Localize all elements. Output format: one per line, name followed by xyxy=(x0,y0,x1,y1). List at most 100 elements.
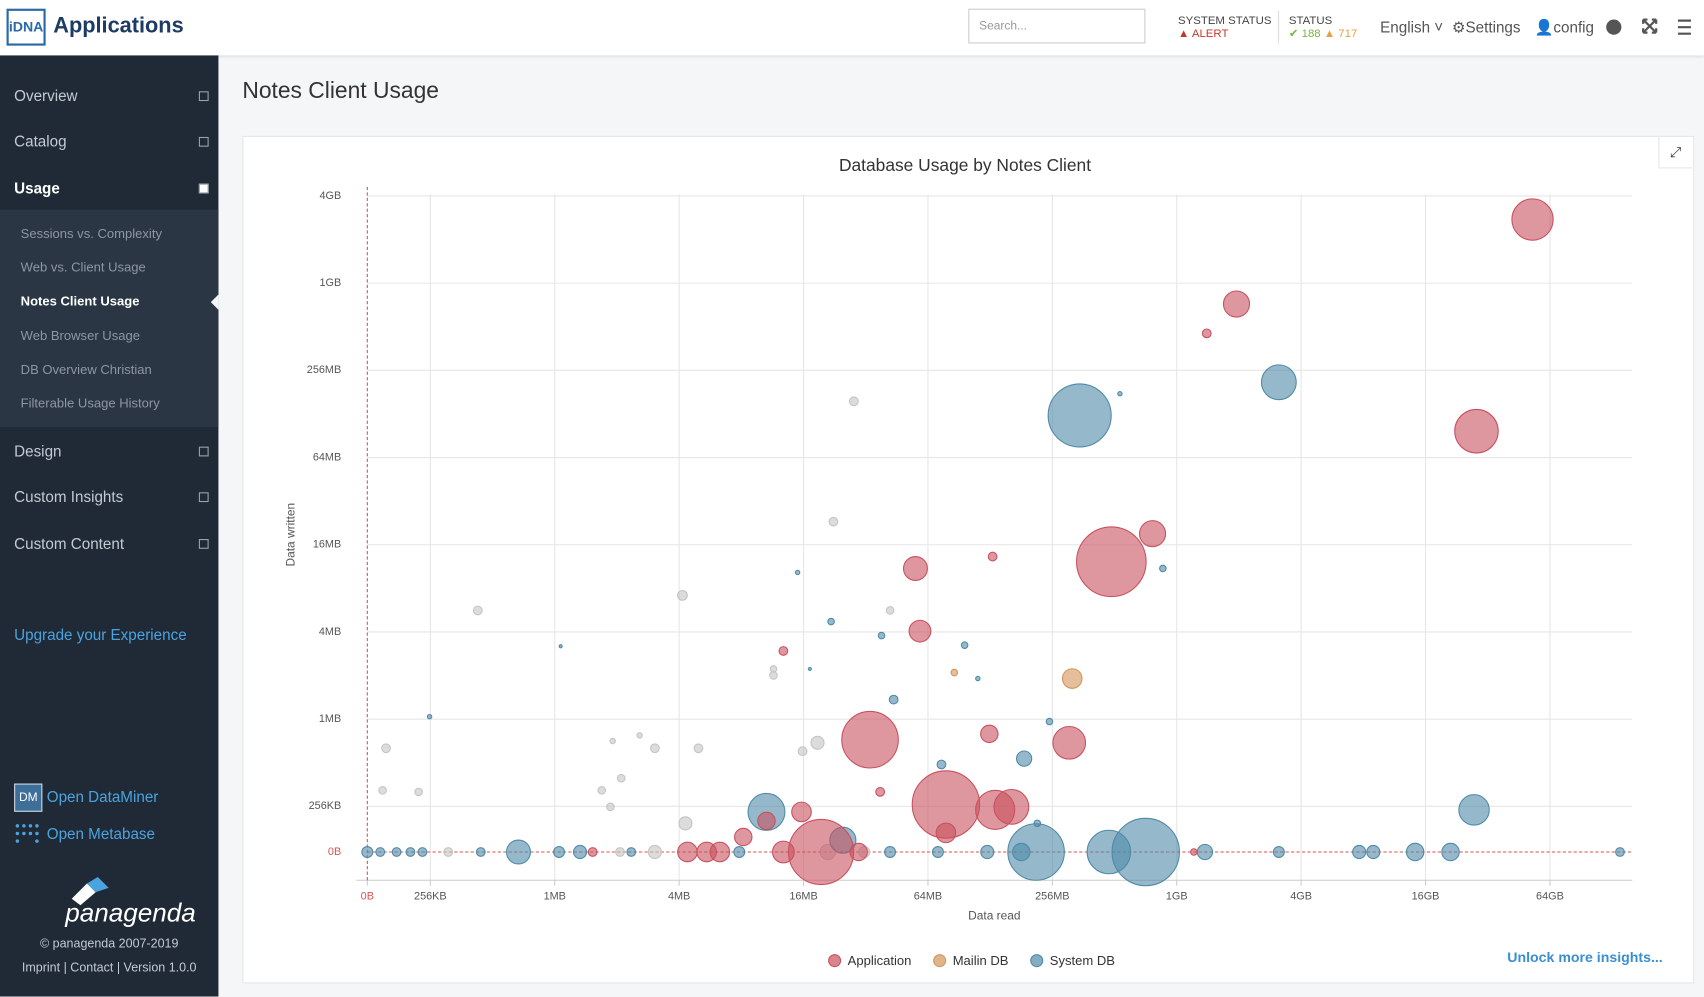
bubble xyxy=(1615,847,1625,857)
bubble xyxy=(848,396,859,407)
x-tick-label: 256KB xyxy=(414,890,447,902)
open-metabase[interactable]: Open Metabase xyxy=(46,824,155,843)
user[interactable]: 👤config xyxy=(1534,18,1595,36)
x-tick-label: 64MB xyxy=(914,890,942,902)
bubble xyxy=(980,844,995,860)
nav-item[interactable]: Custom Insights xyxy=(14,488,124,506)
bubble xyxy=(1272,846,1285,858)
nav-toggle-icon[interactable] xyxy=(198,446,209,457)
alert-text: ALERT xyxy=(1191,27,1229,41)
logo[interactable]: iDNA xyxy=(6,8,46,46)
bubble xyxy=(888,694,899,705)
submenu-item[interactable]: DB Overview Christian xyxy=(20,361,152,377)
bubble xyxy=(807,666,812,671)
submenu-item[interactable]: Notes Client Usage xyxy=(20,293,140,310)
nav-toggle-icon[interactable] xyxy=(198,137,209,148)
chart-card: ⤢ Unlock more insights... xyxy=(242,135,1695,984)
bubble xyxy=(980,724,999,744)
bubble xyxy=(426,713,433,720)
status-counts[interactable]: ✔ 188 ▲ 717 xyxy=(1288,27,1358,41)
nav-item[interactable]: Usage xyxy=(14,178,60,197)
bubble xyxy=(1366,844,1381,860)
bubble xyxy=(606,802,615,812)
x-tick-label: 0B xyxy=(361,890,374,902)
bubble xyxy=(1117,391,1123,397)
unlock-link[interactable]: Unlock more insights... xyxy=(1507,948,1663,966)
submenu-item[interactable]: Sessions vs. Complexity xyxy=(20,226,162,242)
submenu-item[interactable]: Web vs. Client Usage xyxy=(20,259,146,276)
bubble xyxy=(810,735,825,750)
x-tick-label: 4MB xyxy=(668,890,690,902)
bubble xyxy=(381,743,391,754)
expand-button[interactable]: ⤢ xyxy=(1658,136,1693,169)
page-title: Notes Client Usage xyxy=(242,78,439,104)
submenu-item[interactable]: Web Browser Usage xyxy=(20,327,141,343)
bubble xyxy=(558,644,563,649)
bubble xyxy=(587,847,598,857)
bubble xyxy=(733,846,746,858)
bubble xyxy=(791,801,812,823)
open-dataminer[interactable]: Open DataMiner xyxy=(46,787,159,806)
bubble xyxy=(1007,823,1065,881)
copyright: © panagenda 2007-2019 xyxy=(39,937,179,951)
bubble xyxy=(361,846,374,858)
language-text: English xyxy=(1380,18,1431,36)
bubble xyxy=(794,569,801,576)
bubble xyxy=(828,516,839,527)
bubble xyxy=(875,786,886,797)
upgrade-link[interactable]: Upgrade your Experience xyxy=(14,625,187,644)
nav-toggle-icon[interactable] xyxy=(198,492,209,503)
bubble xyxy=(1222,290,1251,318)
bubble xyxy=(975,675,981,682)
bubble xyxy=(647,844,662,860)
y-tick-label: 4GB xyxy=(319,190,341,202)
bubble xyxy=(597,786,607,795)
y-tick-label: 256KB xyxy=(309,800,342,812)
bubble xyxy=(902,555,928,581)
bubble xyxy=(378,786,387,795)
system-status-label: SYSTEM STATUS xyxy=(1178,14,1272,28)
app-name[interactable]: Applications xyxy=(53,14,184,39)
bubble xyxy=(443,847,454,857)
settings[interactable]: ⚙Settings xyxy=(1451,18,1521,36)
y-tick-label: 16MB xyxy=(313,539,341,551)
bubble xyxy=(849,842,868,862)
search-input[interactable]: Search... xyxy=(968,8,1146,44)
nav-item[interactable]: Catalog xyxy=(14,132,67,151)
sidebar: Overview Catalog Usage Sessions vs. Complex… xyxy=(0,55,219,997)
status-label: STATUS xyxy=(1288,14,1333,28)
nav-item[interactable]: Design xyxy=(14,442,62,460)
nav-item[interactable]: Custom Content xyxy=(14,534,125,552)
bubble xyxy=(1260,364,1297,401)
bubble xyxy=(709,841,731,863)
x-tick-label: 64GB xyxy=(1536,890,1564,902)
nav-toggle-icon[interactable] xyxy=(198,91,209,102)
bubble xyxy=(391,847,402,857)
nav-toggle-icon[interactable] xyxy=(198,183,209,193)
metabase-icon xyxy=(15,824,39,843)
fullscreen-icon[interactable] xyxy=(1642,18,1658,34)
bubble xyxy=(626,847,637,857)
nav-toggle-icon[interactable] xyxy=(198,538,209,549)
system-status-value[interactable]: ▲ ALERT xyxy=(1178,27,1229,41)
y-tick-label: 1MB xyxy=(319,713,341,725)
bubble xyxy=(987,551,998,562)
bubble xyxy=(769,671,778,680)
y-tick-label: 1GB xyxy=(319,277,341,289)
bubble xyxy=(778,646,789,656)
legend-label: Application xyxy=(848,953,912,968)
brand: panagenda xyxy=(65,898,196,929)
bubble xyxy=(553,846,566,858)
bubble xyxy=(616,773,626,783)
submenu-item[interactable]: Filterable Usage History xyxy=(20,395,160,411)
menu-icon[interactable] xyxy=(1677,19,1691,35)
nav-item[interactable]: Overview xyxy=(14,86,78,105)
status-warn: 717 xyxy=(1338,27,1358,41)
help-icon[interactable] xyxy=(1606,19,1622,35)
footer-links[interactable]: Imprint | Contact | Version 1.0.0 xyxy=(21,961,197,975)
bubble xyxy=(950,668,959,677)
x-tick-label: 4GB xyxy=(1290,890,1312,902)
y-tick-label: 256MB xyxy=(307,364,341,376)
language[interactable]: English ˅ xyxy=(1380,18,1444,36)
